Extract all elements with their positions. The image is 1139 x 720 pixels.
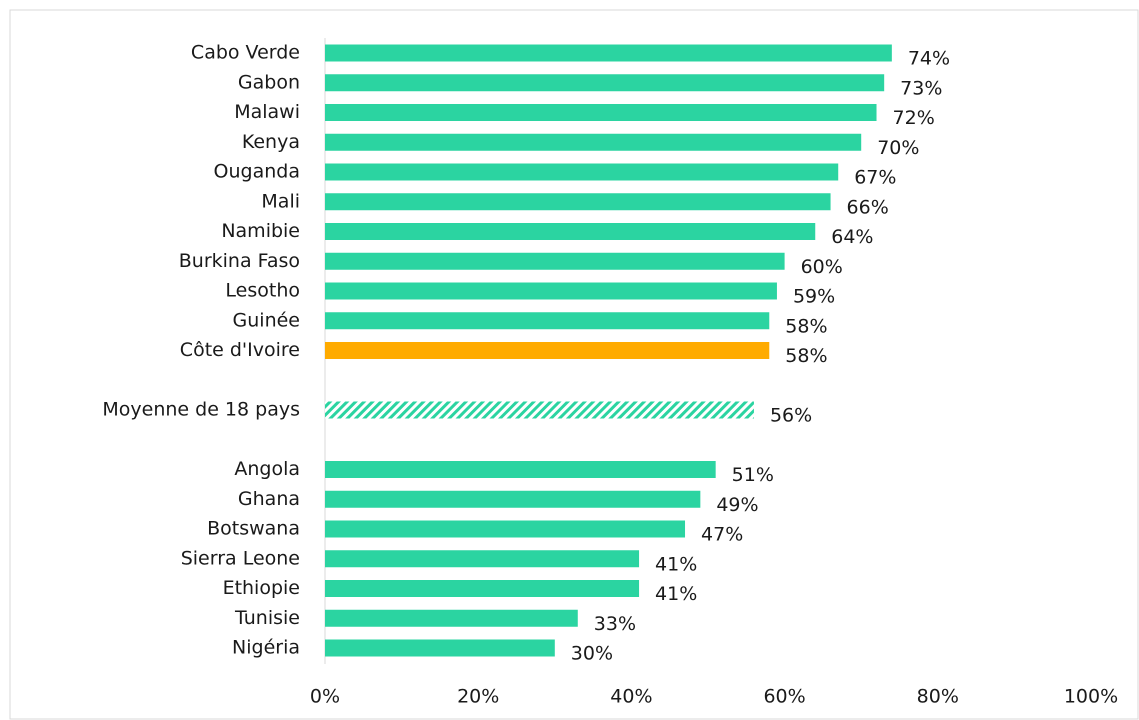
x-tick-label: 80% xyxy=(917,686,959,708)
y-tick-label: Ethiopie xyxy=(223,577,300,599)
bar xyxy=(325,133,862,151)
y-tick-label: Tunisie xyxy=(234,607,300,629)
bar xyxy=(325,252,785,270)
value-label: 41% xyxy=(655,583,697,605)
bar xyxy=(325,223,816,240)
value-label: 64% xyxy=(831,226,873,248)
bar xyxy=(325,193,831,211)
y-tick-label: Lesotho xyxy=(225,280,300,302)
chart-frame xyxy=(9,9,1139,720)
bar xyxy=(325,282,777,300)
bar xyxy=(325,163,839,181)
value-label: 47% xyxy=(701,524,743,546)
bar xyxy=(325,639,555,657)
bar xyxy=(325,312,770,330)
value-label: 73% xyxy=(900,77,942,99)
bar xyxy=(325,490,701,508)
value-label: 66% xyxy=(847,196,889,218)
value-label: 70% xyxy=(877,137,919,159)
bar xyxy=(325,550,640,568)
y-tick-label: Namibie xyxy=(221,220,300,242)
value-label: 51% xyxy=(732,464,774,486)
y-tick-label: Mali xyxy=(261,190,300,212)
x-tick-label: 40% xyxy=(610,686,652,708)
bar xyxy=(325,461,716,478)
value-label: 30% xyxy=(571,643,613,665)
y-tick-label: Côte d'Ivoire xyxy=(180,339,300,361)
bar xyxy=(325,104,877,121)
bar xyxy=(325,609,578,627)
value-label: 56% xyxy=(770,405,812,427)
y-tick-label: Ouganda xyxy=(214,161,300,183)
y-tick-label: Sierra Leone xyxy=(181,547,300,569)
value-label: 41% xyxy=(655,553,697,575)
x-tick-label: 60% xyxy=(763,686,805,708)
bar xyxy=(325,342,770,359)
value-label: 60% xyxy=(801,256,843,278)
bar xyxy=(325,520,686,538)
x-tick-label: 20% xyxy=(457,686,499,708)
value-label: 33% xyxy=(594,613,636,635)
y-tick-label: Ghana xyxy=(238,488,300,510)
y-tick-label: Cabo Verde xyxy=(191,42,300,64)
value-label: 74% xyxy=(908,48,950,70)
value-label: 58% xyxy=(785,315,827,337)
y-tick-label: Moyenne de 18 pays xyxy=(102,399,300,421)
y-tick-label: Guinée xyxy=(233,309,300,331)
value-label: 67% xyxy=(854,167,896,189)
bar xyxy=(325,74,885,92)
bar xyxy=(325,580,640,597)
value-label: 49% xyxy=(716,494,758,516)
y-tick-label: Botswana xyxy=(207,518,300,540)
y-tick-label: Gabon xyxy=(238,71,300,93)
bar xyxy=(325,401,754,419)
y-tick-label: Kenya xyxy=(242,131,300,153)
value-label: 58% xyxy=(785,345,827,367)
value-label: 59% xyxy=(793,286,835,308)
x-tick-label: 0% xyxy=(310,686,340,708)
bar xyxy=(325,44,892,62)
y-tick-label: Burkina Faso xyxy=(179,250,300,272)
y-tick-label: Malawi xyxy=(234,101,300,123)
y-tick-label: Nigéria xyxy=(232,637,300,659)
value-label: 72% xyxy=(893,107,935,129)
y-tick-label: Angola xyxy=(234,458,300,480)
x-tick-label: 100% xyxy=(1064,686,1118,708)
